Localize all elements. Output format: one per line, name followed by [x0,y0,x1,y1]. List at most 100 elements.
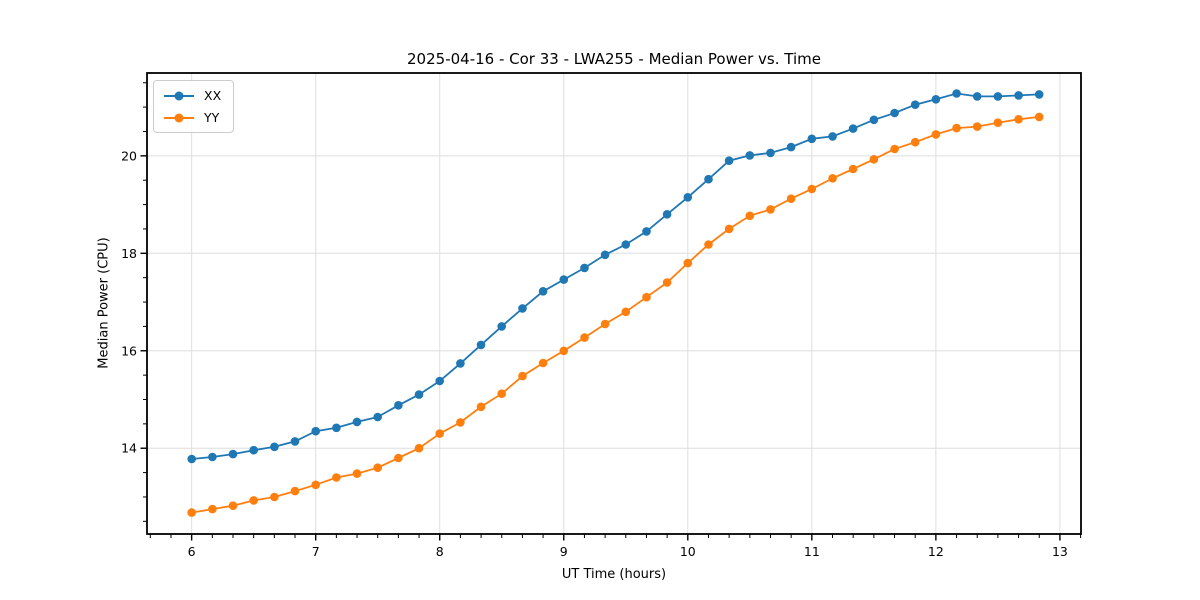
series-yy-point [559,346,569,356]
series-xx-point [683,193,693,202]
series-yy-point [724,224,734,234]
x-tick-label: 12 [928,544,944,559]
series-yy-point [807,184,817,194]
series-yy-point [683,258,693,268]
series-xx-point [1034,90,1044,99]
series-xx-point [249,445,258,455]
series-xx-point [559,275,569,284]
series-yy-point [642,292,651,302]
series-yy-point [993,118,1003,127]
series-yy-point [745,211,755,221]
series-yy-point [373,463,383,473]
series-yy-point [600,319,610,329]
series-yy-point [910,137,920,147]
legend: XX YY [153,80,235,133]
series-xx-point [766,148,775,158]
series-xx-point [538,287,548,296]
x-tick-label: 11 [804,544,820,559]
series-xx-point [745,151,755,160]
series-xx-point [642,227,651,236]
series-yy-point [290,486,300,496]
series-xx-point [518,304,527,313]
series-xx-point [187,454,196,464]
series-yy-point [187,508,196,517]
legend-marker-icon [174,91,184,100]
series-xx-point [414,390,424,399]
x-tick-label: 9 [560,544,568,559]
series-xx-point [972,92,982,101]
series-yy-point [538,358,548,368]
legend-marker-icon [174,113,184,122]
x-tick-label: 7 [312,544,320,559]
series-xx-line [191,92,1040,460]
legend-label-xx: XX [204,88,222,103]
legend-item-yy: YY [164,110,221,125]
series-yy-point [228,501,238,511]
series-xx-point [435,376,445,386]
series-xx-point [228,449,238,459]
series-yy-point [786,194,796,203]
series-yy-point [869,155,879,164]
series-xx-point [373,412,383,422]
series-xx-point [208,452,217,462]
series-xx-point [807,134,817,144]
series-xx-point [828,132,837,141]
series-xx-point [497,322,507,331]
y-tick-label: 18 [121,246,137,261]
series-xx-point [848,124,858,133]
series-xx-point [786,142,796,152]
series-yy-point [662,278,672,287]
series-yy-point [518,371,527,381]
plot-border [146,72,1082,535]
series-yy-point [1014,115,1023,124]
series-xx-point [352,417,362,427]
series-xx-point [662,210,672,219]
series-yy-point [497,389,507,399]
series-yy-point [476,402,486,412]
series-yy-point [1034,112,1044,122]
series-yy-point [352,469,362,478]
series-xx-point [993,92,1003,101]
series-xx-point [394,401,403,410]
series-xx-point [890,108,899,118]
x-tick-label: 13 [1052,544,1068,559]
series-yy-point [311,480,321,490]
series-yy-point [931,130,941,139]
series-xx-point [456,359,465,368]
series-xx-point [1014,91,1023,100]
series-xx-point [621,240,631,249]
series-yy-point [435,429,445,438]
series-xx-point [270,442,279,452]
legend-item-xx: XX [164,88,221,103]
series-yy-point [890,144,899,154]
series-xx-point [910,100,920,109]
series-xx-point [580,263,589,273]
x-tick-label: 10 [680,544,696,559]
x-tick-label: 6 [188,544,196,559]
series-xx-point [600,250,610,260]
chart-title: 2025-04-16 - Cor 33 - LWA255 - Median Po… [407,50,821,68]
series-yy-point [456,418,465,427]
series-xx-point [931,95,941,104]
series-yy-point [766,205,775,214]
legend-label-yy: YY [204,110,220,125]
series-yy-point [704,240,713,249]
y-tick-label: 14 [121,441,137,456]
y-tick-label: 20 [121,148,137,163]
series-xx-point [704,174,713,184]
series-yy-point [414,443,424,453]
series-xx-point [869,115,879,125]
series-yy-point [972,122,982,131]
series-xx-point [290,437,300,446]
legend-swatch-yy [164,113,194,122]
series-xx-point [332,423,341,433]
series-yy-line [191,116,1040,514]
series-yy-point [848,164,858,174]
series-yy-point [621,307,631,317]
series-yy-point [952,123,961,133]
y-tick-label: 16 [121,343,137,358]
series-yy-point [580,333,589,342]
series-xx-point [476,340,486,350]
